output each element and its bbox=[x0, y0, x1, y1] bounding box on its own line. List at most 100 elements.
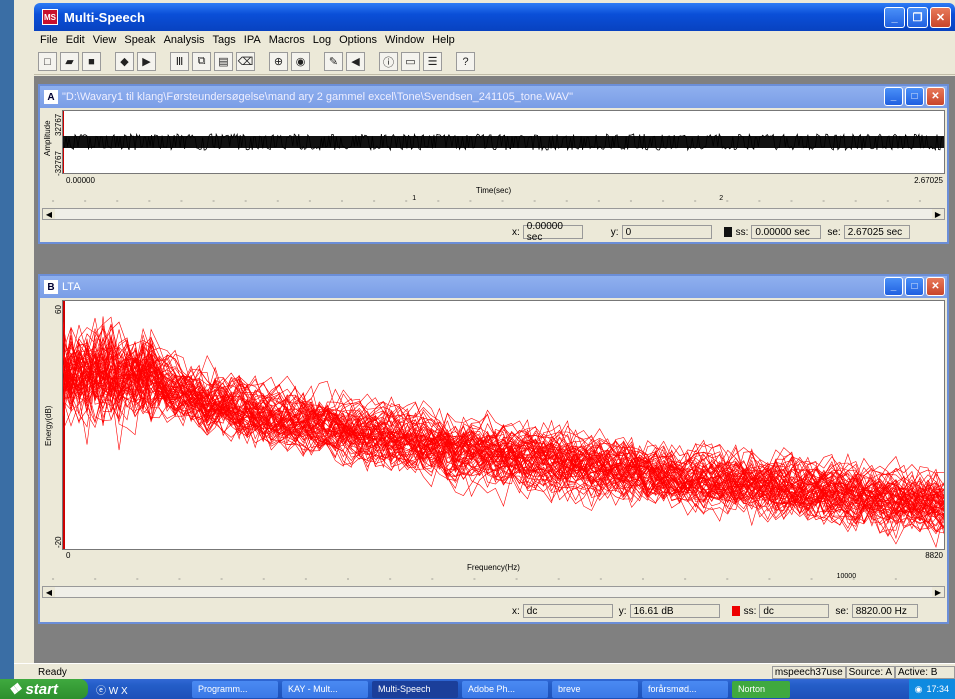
waveform-svg bbox=[63, 111, 944, 173]
help-icon[interactable]: ? bbox=[456, 52, 475, 71]
waveform-scrollbar[interactable]: ◀ ▶ bbox=[42, 208, 945, 220]
menu-file[interactable]: File bbox=[36, 34, 62, 46]
ruler-mark-1: 1 bbox=[412, 195, 416, 202]
quick-launch: ⓔ W X bbox=[88, 682, 188, 697]
lta-xend: 8820 bbox=[925, 551, 943, 560]
lta-se-label: se: bbox=[835, 606, 848, 617]
new-file-icon[interactable]: □ bbox=[38, 52, 57, 71]
lta-ylabel: Energy(dB) bbox=[44, 406, 53, 446]
ie-icon[interactable]: ⓔ bbox=[96, 686, 106, 697]
menu-window[interactable]: Window bbox=[381, 34, 428, 46]
menu-log[interactable]: Log bbox=[309, 34, 335, 46]
lta-scroll-right-icon[interactable]: ▶ bbox=[932, 587, 944, 597]
restore-button[interactable]: ❐ bbox=[907, 7, 928, 28]
arrow-right-icon[interactable]: ▶ bbox=[137, 52, 156, 71]
lta-ruler-mark: 10000 bbox=[837, 573, 856, 580]
eraser-icon[interactable]: ⌫ bbox=[236, 52, 255, 71]
status-ready: Ready bbox=[38, 667, 67, 678]
waveform-maximize-button[interactable]: □ bbox=[905, 87, 924, 106]
app-titlebar[interactable]: MS Multi-Speech _ ❐ ✕ bbox=[34, 3, 955, 31]
info-icon[interactable]: ⓘ bbox=[379, 52, 398, 71]
task-programm[interactable]: Programm... bbox=[192, 681, 278, 698]
window-icon[interactable]: ▭ bbox=[401, 52, 420, 71]
task-norton[interactable]: Norton bbox=[732, 681, 790, 698]
lta-se-field: 8820.00 Hz bbox=[852, 604, 918, 618]
task-breve[interactable]: breve bbox=[552, 681, 638, 698]
task-foraarsmod[interactable]: forårsmød... bbox=[642, 681, 728, 698]
menu-tags[interactable]: Tags bbox=[209, 34, 240, 46]
menu-view[interactable]: View bbox=[89, 34, 121, 46]
lta-ss-field: dc bbox=[759, 604, 829, 618]
save-icon[interactable]: ■ bbox=[82, 52, 101, 71]
app-icon: MS bbox=[42, 9, 58, 25]
menu-options[interactable]: Options bbox=[335, 34, 381, 46]
lta-plot[interactable] bbox=[62, 300, 945, 550]
lta-curve bbox=[63, 339, 944, 524]
ruler-mark-2: 2 bbox=[719, 195, 723, 202]
ss-marker-icon bbox=[724, 227, 732, 237]
x-field: 0.00000 sec bbox=[523, 225, 583, 239]
window-label-a: A bbox=[44, 90, 58, 104]
waveform-plot[interactable] bbox=[62, 110, 945, 174]
lta-ruler[interactable]: 10000 bbox=[42, 574, 945, 584]
toolbar-separator bbox=[313, 52, 321, 71]
lta-close-button[interactable]: ✕ bbox=[926, 277, 945, 296]
tray-icon[interactable]: ◉ bbox=[915, 684, 923, 695]
x-label: x: bbox=[512, 227, 520, 238]
lta-minimize-button[interactable]: _ bbox=[884, 277, 903, 296]
play-icon[interactable]: ◉ bbox=[291, 52, 310, 71]
se-label: se: bbox=[827, 227, 840, 238]
lta-scroll-left-icon[interactable]: ◀ bbox=[43, 587, 55, 597]
waveform-ylabel: Amplitude bbox=[43, 120, 52, 156]
lta-curve bbox=[63, 316, 944, 531]
open-folder-icon[interactable]: ▰ bbox=[60, 52, 79, 71]
arrow-left-icon[interactable]: ◆ bbox=[115, 52, 134, 71]
clock: 17:34 bbox=[926, 684, 949, 694]
lta-ss-label: ss: bbox=[744, 606, 757, 617]
task-multispeech[interactable]: Multi-Speech bbox=[372, 681, 458, 698]
list-icon[interactable]: ☰ bbox=[423, 52, 442, 71]
menu-help[interactable]: Help bbox=[428, 34, 459, 46]
bars-icon[interactable]: Ⅲ bbox=[170, 52, 189, 71]
close-button[interactable]: ✕ bbox=[930, 7, 951, 28]
waveform-minimize-button[interactable]: _ bbox=[884, 87, 903, 106]
lta-xstart: 0 bbox=[66, 551, 70, 560]
status-active: Active: B bbox=[895, 666, 955, 679]
record-icon[interactable]: ⊕ bbox=[269, 52, 288, 71]
lta-window-titlebar[interactable]: B LTA _ □ ✕ bbox=[40, 276, 947, 298]
waveform-close-button[interactable]: ✕ bbox=[926, 87, 945, 106]
menu-ipa[interactable]: IPA bbox=[240, 34, 265, 46]
lta-svg bbox=[63, 301, 944, 549]
word-icon[interactable]: W bbox=[109, 686, 118, 697]
lta-scrollbar[interactable]: ◀ ▶ bbox=[42, 586, 945, 598]
task-kay[interactable]: KAY - Mult... bbox=[282, 681, 368, 698]
menubar: File Edit View Speak Analysis Tags IPA M… bbox=[34, 31, 955, 49]
excel-icon[interactable]: X bbox=[121, 686, 128, 697]
menu-macros[interactable]: Macros bbox=[265, 34, 309, 46]
lta-xlabel: Frequency(Hz) bbox=[40, 563, 947, 572]
waveform-window-titlebar[interactable]: A "D:\Wavary1 til klang\Førsteundersøgel… bbox=[40, 86, 947, 108]
menu-edit[interactable]: Edit bbox=[62, 34, 89, 46]
speaker-icon[interactable]: ◀ bbox=[346, 52, 365, 71]
se-field: 2.67025 sec bbox=[844, 225, 910, 239]
start-button[interactable]: ❖ start bbox=[0, 679, 88, 699]
start-label: start bbox=[25, 681, 58, 698]
scroll-left-icon[interactable]: ◀ bbox=[43, 209, 55, 219]
windows-logo-icon: ❖ bbox=[8, 680, 21, 698]
scroll-right-icon[interactable]: ▶ bbox=[932, 209, 944, 219]
system-tray: ◉ 17:34 bbox=[909, 679, 955, 699]
menu-speak[interactable]: Speak bbox=[120, 34, 159, 46]
lta-maximize-button[interactable]: □ bbox=[905, 277, 924, 296]
copy-icon[interactable]: ⧉ bbox=[192, 52, 211, 71]
minimize-button[interactable]: _ bbox=[884, 7, 905, 28]
menu-analysis[interactable]: Analysis bbox=[160, 34, 209, 46]
lta-ss-marker-icon bbox=[732, 606, 740, 616]
window-label-b: B bbox=[44, 280, 58, 294]
toolbar-separator bbox=[258, 52, 266, 71]
pen-icon[interactable]: ✎ bbox=[324, 52, 343, 71]
status-user: mspeech37use bbox=[772, 666, 846, 679]
task-adobe[interactable]: Adobe Ph... bbox=[462, 681, 548, 698]
paste-icon[interactable]: ▤ bbox=[214, 52, 233, 71]
waveform-ruler[interactable]: 1 2 bbox=[42, 196, 945, 206]
